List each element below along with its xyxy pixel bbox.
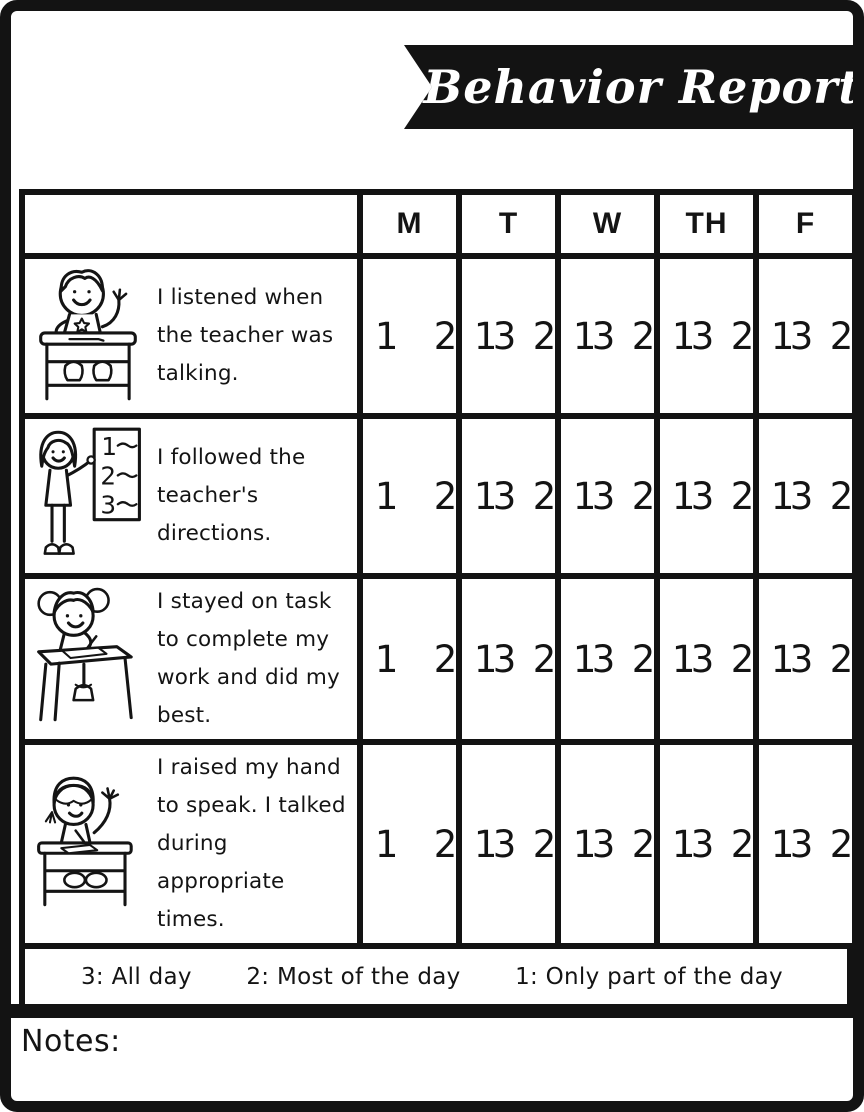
listening-student-clipart <box>27 263 149 409</box>
day-header-tuesday: T <box>456 189 561 259</box>
statement-cell: I raised my hand to speak. I talked duri… <box>19 739 363 949</box>
rating-cell-directions-wednesday[interactable]: 1 2 3 <box>555 413 714 579</box>
notes-label: Notes: <box>21 1024 121 1059</box>
legend-part-day: 1: Only part of the day <box>515 963 783 990</box>
rating-cell-on-task-friday[interactable]: 1 2 3 <box>753 573 853 745</box>
notes-area[interactable]: Notes: <box>11 1018 853 1101</box>
rating-cell-on-task-thursday[interactable]: 1 2 3 <box>654 573 813 745</box>
rating-cell-raised-hand-wednesday[interactable]: 1 2 3 <box>555 739 714 949</box>
rating-cell-listening-friday[interactable]: 1 2 3 <box>753 253 853 419</box>
rating-cell-raised-hand-monday[interactable]: 1 2 3 <box>357 739 516 949</box>
statement-cell: I listened when the teacher was talking. <box>19 253 363 419</box>
day-header-wednesday: W <box>555 189 660 259</box>
title-banner-ribbon: Behavior Report <box>404 45 853 129</box>
table-row-listening: I listened when the teacher was talking.… <box>19 253 853 419</box>
on-task-student-clipart <box>27 586 149 732</box>
rating-cell-listening-tuesday[interactable]: 1 2 3 <box>456 253 615 419</box>
rating-cell-on-task-tuesday[interactable]: 1 2 3 <box>456 573 615 745</box>
legend-all-day: 3: All day <box>81 963 192 990</box>
rating-cell-listening-monday[interactable]: 1 2 3 <box>357 253 516 419</box>
legend-most-day: 2: Most of the day <box>246 963 461 990</box>
svg-text:2: 2 <box>100 462 116 491</box>
rating-cell-raised-hand-thursday[interactable]: 1 2 3 <box>654 739 813 949</box>
statement-cell: 1 2 3 <box>19 413 363 579</box>
statement-cell: I stayed on task to complete my work and… <box>19 573 363 745</box>
day-header-friday: F <box>753 189 853 259</box>
table-row-on-task: I stayed on task to complete my work and… <box>19 573 853 745</box>
rating-cell-directions-tuesday[interactable]: 1 2 3 <box>456 413 615 579</box>
svg-text:1: 1 <box>101 432 117 461</box>
rating-cell-raised-hand-friday[interactable]: 1 2 3 <box>753 739 853 949</box>
rating-cell-on-task-wednesday[interactable]: 1 2 3 <box>555 573 714 745</box>
section-divider <box>11 1004 853 1018</box>
rating-cell-directions-thursday[interactable]: 1 2 3 <box>654 413 813 579</box>
behavior-table: M T W TH F <box>19 189 853 949</box>
table-row-directions: 1 2 3 <box>19 413 853 579</box>
behavior-statement: I followed the teacher's directions. <box>157 445 306 546</box>
table-row-raised-hand: I raised my hand to speak. I talked duri… <box>19 739 853 949</box>
behavior-statement: I listened when the teacher was talking. <box>157 285 334 386</box>
rating-legend: 3: All day 2: Most of the day 1: Only pa… <box>19 949 853 1004</box>
teacher-directions-clipart: 1 2 3 <box>27 423 149 569</box>
rating-cell-directions-monday[interactable]: 1 2 3 <box>357 413 516 579</box>
svg-text:3: 3 <box>100 490 116 519</box>
header-area: Behavior Report <box>11 11 853 189</box>
day-header-monday: M <box>357 189 462 259</box>
rating-cell-directions-friday[interactable]: 1 2 3 <box>753 413 853 579</box>
day-header-thursday: TH <box>654 189 759 259</box>
rating-cell-raised-hand-tuesday[interactable]: 1 2 3 <box>456 739 615 949</box>
rating-cell-listening-thursday[interactable]: 1 2 3 <box>654 253 813 419</box>
rating-cell-on-task-monday[interactable]: 1 2 3 <box>357 573 516 745</box>
empty-header-cell <box>19 189 363 259</box>
behavior-statement: I stayed on task to complete my work and… <box>157 589 340 728</box>
behavior-statement: I raised my hand to speak. I talked duri… <box>157 755 346 932</box>
hand-raised-student-clipart <box>27 771 149 917</box>
rating-cell-listening-wednesday[interactable]: 1 2 3 <box>555 253 714 419</box>
day-header-row: M T W TH F <box>19 189 853 259</box>
page-title: Behavior Report <box>423 60 861 114</box>
